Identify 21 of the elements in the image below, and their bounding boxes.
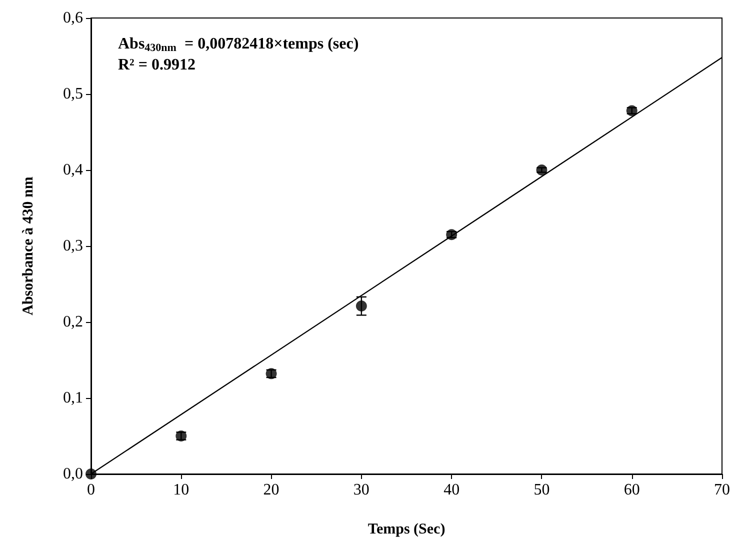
y-tick-label: 0,2	[63, 314, 83, 330]
point	[356, 300, 367, 312]
y-tick-label: 0,5	[63, 86, 83, 102]
x-tick-label: 40	[444, 482, 460, 498]
x-tick-label: 70	[714, 482, 730, 498]
y-tick-label: 0,0	[63, 466, 83, 482]
y-tick-label: 0,3	[63, 238, 83, 254]
y-tick-label: 0,1	[63, 390, 83, 406]
x-tick-label: 20	[263, 482, 280, 498]
point	[536, 164, 548, 176]
x-tick-label: 30	[353, 482, 370, 498]
x-tick-label: 50	[534, 482, 550, 498]
x-axis-title: Temps (Sec)	[368, 522, 446, 538]
y-tick-label: 0,4	[63, 162, 83, 178]
annotation: R² = 0.9912	[118, 56, 196, 74]
y-axis-title: Absorbance à 430 nm	[20, 176, 36, 316]
x-tick-label: 10	[173, 482, 190, 498]
x-tick-label: 0	[87, 482, 95, 498]
point	[86, 468, 96, 480]
y-tick-label: 0,6	[63, 10, 83, 26]
x-tick-label: 60	[624, 482, 640, 498]
